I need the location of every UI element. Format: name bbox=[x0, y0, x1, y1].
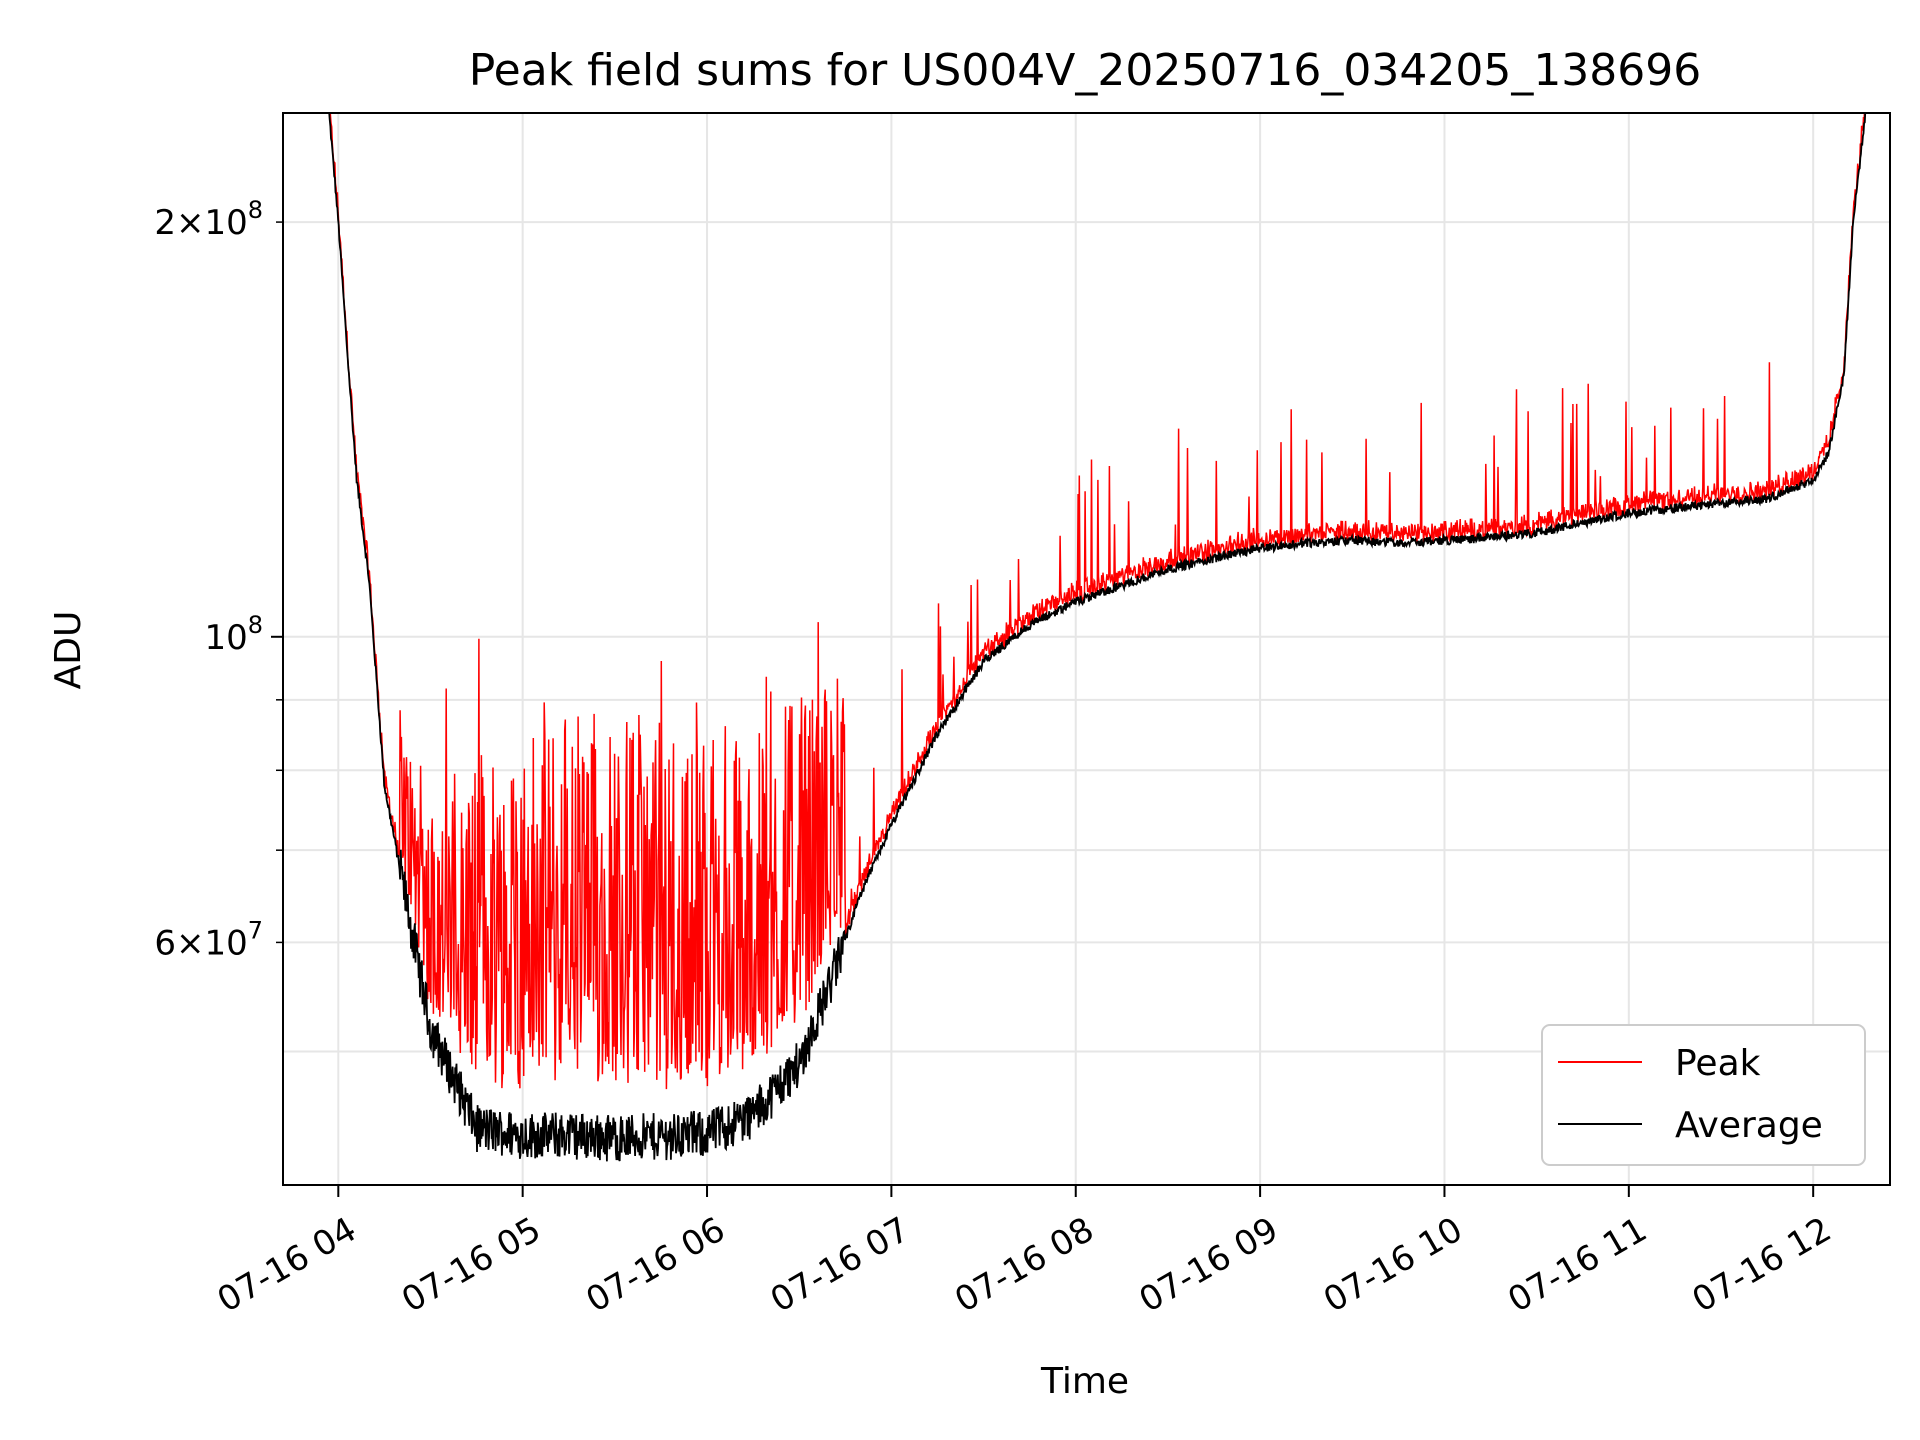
grid bbox=[283, 113, 1890, 1185]
chart-title: Peak field sums for US004V_20250716_0342… bbox=[469, 45, 1702, 96]
plot-frame bbox=[282, 112, 1891, 1186]
y-tick-label-minor-0: 6×107 bbox=[154, 916, 263, 963]
y-axis-label: ADU bbox=[48, 611, 89, 690]
legend: Peak Average bbox=[1541, 1024, 1866, 1166]
y-tick-label-minor-4: 2×108 bbox=[154, 196, 263, 243]
series-average-line bbox=[328, 113, 1867, 1162]
legend-average-label: Average bbox=[1675, 1105, 1823, 1146]
legend-box bbox=[1541, 1024, 1866, 1166]
legend-peak-label: Peak bbox=[1675, 1043, 1761, 1084]
plot-area bbox=[328, 113, 1867, 1162]
x-axis-label: Time bbox=[1040, 1361, 1129, 1402]
y-tick-label-major-0: 108 bbox=[204, 611, 263, 658]
y-axis: 108 6×107 2×108 bbox=[154, 196, 283, 963]
